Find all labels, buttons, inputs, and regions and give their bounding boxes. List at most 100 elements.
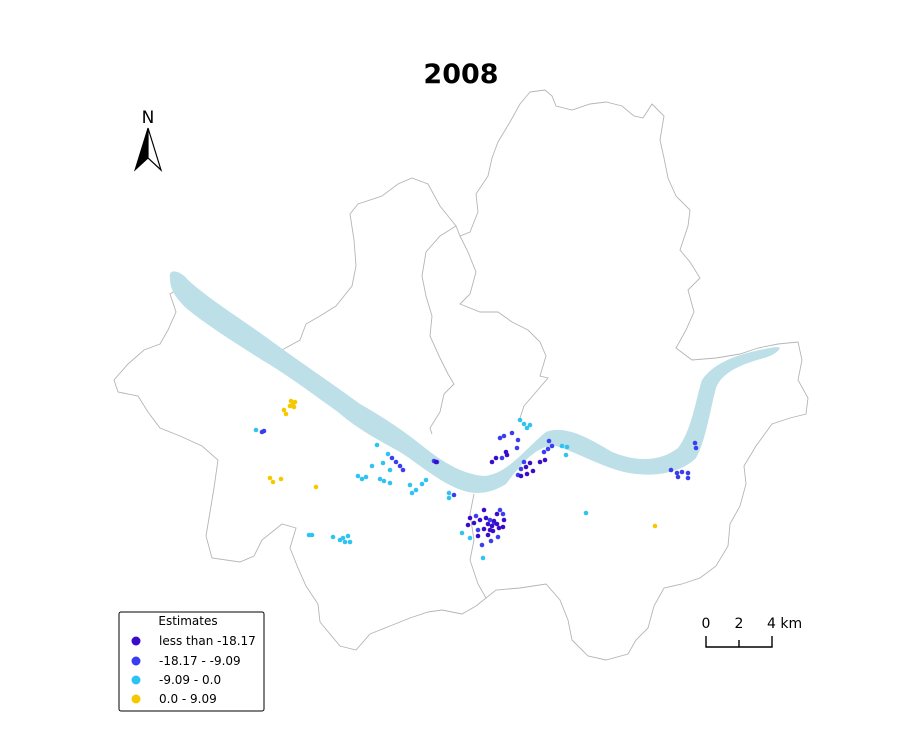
scale-bar-line: [705, 636, 773, 648]
estimate-point: [413, 487, 419, 493]
estimate-point: [451, 492, 457, 498]
estimate-point: [380, 460, 386, 466]
estimate-point: [374, 442, 380, 448]
estimate-point: [500, 511, 506, 517]
estimate-point: [409, 490, 415, 496]
estimate-point: [485, 521, 491, 527]
estimate-point: [381, 478, 387, 484]
estimate-point: [393, 459, 399, 465]
estimate-point: [377, 476, 383, 482]
estimate-point: [515, 437, 521, 443]
estimate-point: [459, 530, 465, 536]
city-boundary: [113, 89, 809, 661]
estimate-point: [537, 459, 543, 465]
estimate-point: [518, 466, 524, 472]
estimate-point: [359, 476, 365, 482]
estimate-point: [509, 430, 515, 436]
estimate-point: [433, 459, 439, 465]
estimate-point: [481, 526, 487, 532]
estimate-point: [385, 451, 391, 457]
estimate-point: [668, 467, 674, 473]
estimate-point: [473, 513, 479, 519]
estimate-point: [549, 443, 555, 449]
estimate-point: [291, 404, 297, 410]
estimate-point: [675, 474, 681, 480]
estimate-point: [267, 475, 273, 481]
estimate-point: [494, 521, 500, 527]
legend-swatch-3: [131, 675, 141, 685]
estimate-point: [309, 532, 315, 538]
district-line-northeast: [459, 235, 549, 419]
estimate-point: [652, 523, 658, 529]
estimate-point: [483, 515, 489, 521]
estimate-point: [514, 445, 520, 451]
legend-label-2: -18.17 - -9.09: [159, 654, 241, 668]
estimate-point: [270, 479, 276, 485]
estimate-point: [489, 459, 495, 465]
estimate-point: [281, 407, 287, 413]
scale-bar: 0 2 4 km: [702, 616, 802, 648]
legend-label-4: 0.0 - 9.09: [159, 692, 217, 706]
estimate-point: [491, 518, 497, 524]
estimate-point: [467, 535, 473, 541]
estimate-point: [542, 457, 548, 463]
estimate-point: [524, 425, 530, 431]
estimate-point: [330, 534, 336, 540]
estimate-point: [563, 452, 569, 458]
estimate-point: [397, 463, 403, 469]
north-arrow-right-half: [147, 127, 163, 172]
estimate-point: [685, 470, 691, 476]
estimate-point: [564, 444, 570, 450]
scale-label-0: 0: [702, 616, 711, 632]
estimate-point: [501, 433, 507, 439]
estimate-point: [523, 464, 529, 470]
estimate-point: [471, 520, 477, 526]
estimate-point: [283, 411, 289, 417]
estimate-point: [500, 524, 506, 530]
estimate-point: [679, 469, 685, 475]
estimate-point: [499, 455, 505, 461]
estimate-point: [494, 511, 500, 517]
estimate-point: [347, 539, 353, 545]
estimate-point: [479, 542, 485, 548]
estimate-point: [261, 428, 267, 434]
estimate-point: [692, 440, 698, 446]
estimate-point: [545, 446, 551, 452]
district-line-south: [469, 493, 487, 599]
city-outline: [113, 89, 809, 661]
legend-swatch-2: [131, 656, 141, 666]
map-title: 2008: [423, 59, 498, 90]
north-arrow-left-half: [133, 127, 149, 172]
estimate-point: [487, 517, 493, 523]
estimate-point: [369, 463, 375, 469]
estimate-point: [481, 507, 487, 513]
estimate-point: [287, 403, 293, 409]
estimate-point: [583, 510, 589, 516]
district-line-north: [421, 225, 457, 435]
estimate-point: [521, 459, 527, 465]
estimate-point: [685, 475, 691, 481]
estimate-point: [693, 445, 699, 451]
estimate-point: [495, 534, 501, 540]
estimate-point: [423, 477, 429, 483]
legend-swatch-4: [131, 694, 141, 704]
estimate-points: [253, 398, 699, 561]
legend: Estimates less than -18.17 -18.17 - -9.0…: [118, 611, 265, 712]
legend-box: [118, 611, 265, 712]
estimate-point: [355, 473, 361, 479]
estimate-point: [407, 482, 413, 488]
estimate-point: [521, 421, 527, 427]
estimate-point: [501, 517, 507, 523]
north-label: N: [142, 108, 155, 128]
estimate-point: [674, 470, 680, 476]
estimate-point: [496, 525, 502, 531]
estimate-point: [518, 473, 524, 479]
estimate-point: [345, 533, 351, 539]
north-arrow: N: [133, 108, 163, 172]
scale-label-2: 2: [735, 616, 744, 632]
estimate-point: [446, 490, 452, 496]
estimate-point: [524, 471, 530, 477]
estimate-point: [446, 495, 452, 501]
legend-swatch-1: [131, 636, 141, 646]
estimate-point: [467, 515, 473, 521]
